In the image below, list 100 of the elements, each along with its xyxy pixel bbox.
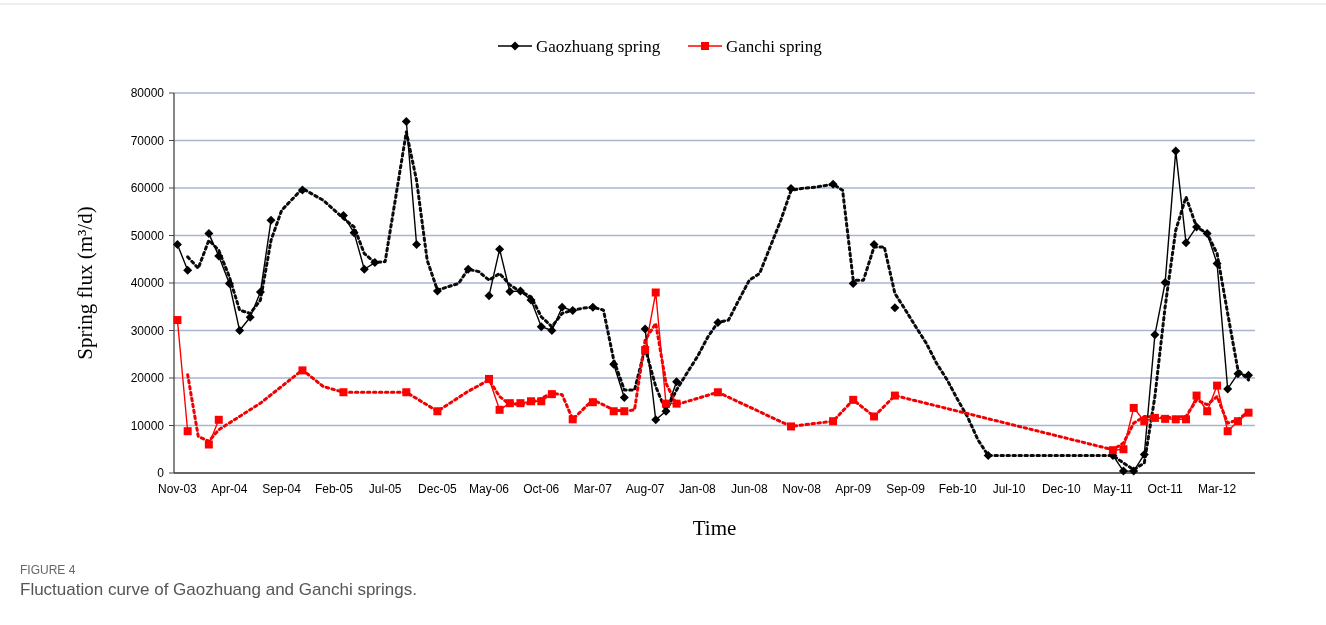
point bbox=[1203, 407, 1212, 416]
point bbox=[1119, 445, 1128, 454]
point bbox=[527, 397, 536, 406]
x-tick-label: Apr-04 bbox=[211, 482, 248, 496]
point bbox=[1223, 427, 1232, 436]
point bbox=[890, 303, 900, 313]
y-tick-label: 80000 bbox=[130, 86, 165, 101]
point bbox=[547, 326, 557, 335]
point bbox=[983, 450, 993, 460]
point bbox=[1223, 384, 1233, 394]
point bbox=[1244, 370, 1254, 380]
x-tick-label: Nov-08 bbox=[782, 482, 822, 496]
x-tick-label: Dec-10 bbox=[1041, 482, 1081, 496]
x-axis-title: Time bbox=[692, 516, 737, 540]
point bbox=[370, 258, 380, 268]
text: Fluctuation curve of Gaozhuang and Ganchi springs. bbox=[20, 580, 417, 599]
point bbox=[526, 295, 536, 305]
y-tick-label: 10000 bbox=[130, 418, 165, 433]
x-tick-label: Sep-09 bbox=[886, 482, 926, 496]
point bbox=[235, 326, 245, 335]
point bbox=[713, 388, 722, 397]
point bbox=[828, 179, 838, 189]
point bbox=[214, 415, 223, 424]
y-tick-label: 60000 bbox=[130, 181, 165, 196]
point bbox=[849, 395, 858, 404]
point bbox=[484, 291, 494, 301]
point bbox=[870, 412, 879, 421]
point bbox=[661, 399, 670, 408]
point bbox=[661, 406, 671, 416]
x-tick-label: Mar-07 bbox=[573, 482, 613, 496]
point bbox=[485, 374, 494, 383]
x-tick-label: Sep-04 bbox=[262, 482, 302, 496]
point bbox=[255, 287, 265, 297]
point bbox=[505, 287, 515, 297]
point bbox=[204, 229, 214, 239]
y-axis-title: Spring flux (m³/d) bbox=[73, 206, 97, 360]
point bbox=[1129, 466, 1139, 476]
point bbox=[651, 415, 661, 425]
point bbox=[183, 265, 193, 275]
point bbox=[1129, 403, 1138, 412]
point bbox=[266, 215, 276, 225]
point bbox=[787, 422, 796, 431]
point bbox=[1181, 238, 1191, 248]
point bbox=[245, 312, 255, 322]
x-tick-label: May-06 bbox=[469, 482, 510, 496]
point bbox=[173, 316, 182, 325]
point bbox=[1108, 446, 1117, 455]
point bbox=[609, 359, 619, 369]
point bbox=[640, 324, 650, 334]
point bbox=[1139, 449, 1149, 459]
point bbox=[359, 264, 369, 274]
x-tick-label: Mar-12 bbox=[1198, 482, 1237, 496]
point bbox=[672, 399, 681, 408]
point bbox=[172, 240, 182, 250]
point bbox=[672, 377, 682, 387]
point bbox=[786, 183, 796, 193]
point bbox=[432, 286, 442, 296]
point bbox=[1213, 381, 1222, 390]
y-tick-label: 70000 bbox=[130, 133, 165, 148]
point bbox=[224, 278, 234, 288]
point bbox=[537, 397, 546, 406]
point bbox=[641, 345, 650, 354]
x-tick-label: Nov-03 bbox=[158, 482, 198, 496]
x-tick-label: Jan-08 bbox=[679, 482, 717, 496]
point bbox=[829, 417, 838, 426]
point bbox=[588, 302, 598, 312]
point bbox=[588, 398, 597, 407]
point bbox=[1233, 369, 1243, 379]
caption: FIGURE 4 bbox=[20, 563, 76, 577]
point bbox=[869, 240, 879, 250]
point bbox=[890, 391, 899, 400]
point bbox=[433, 407, 442, 416]
point bbox=[1181, 415, 1190, 424]
point bbox=[1160, 278, 1170, 288]
point bbox=[1212, 259, 1222, 269]
point bbox=[463, 264, 473, 274]
point bbox=[1233, 417, 1242, 426]
x-tick-label: Oct-06 bbox=[523, 482, 560, 496]
point bbox=[298, 366, 307, 375]
point bbox=[402, 388, 411, 397]
point bbox=[1202, 229, 1212, 239]
x-tick-label: Aug-07 bbox=[625, 482, 665, 496]
point bbox=[619, 392, 629, 402]
point bbox=[1192, 222, 1202, 232]
x-tick-label: Jul-10 bbox=[992, 482, 1026, 496]
point bbox=[495, 405, 504, 414]
y-tick-label: 30000 bbox=[130, 323, 165, 338]
point bbox=[349, 228, 359, 238]
point bbox=[568, 306, 578, 316]
point bbox=[204, 440, 213, 449]
legend-label: Gaozhuang spring bbox=[536, 36, 661, 56]
point bbox=[183, 427, 192, 436]
point bbox=[401, 117, 411, 126]
point bbox=[338, 211, 348, 221]
point bbox=[1140, 417, 1149, 426]
point bbox=[568, 415, 577, 424]
y-tick-label: 0 bbox=[157, 466, 165, 481]
legend-label: Ganchi spring bbox=[726, 36, 823, 56]
point bbox=[339, 388, 348, 397]
point bbox=[1118, 466, 1128, 476]
